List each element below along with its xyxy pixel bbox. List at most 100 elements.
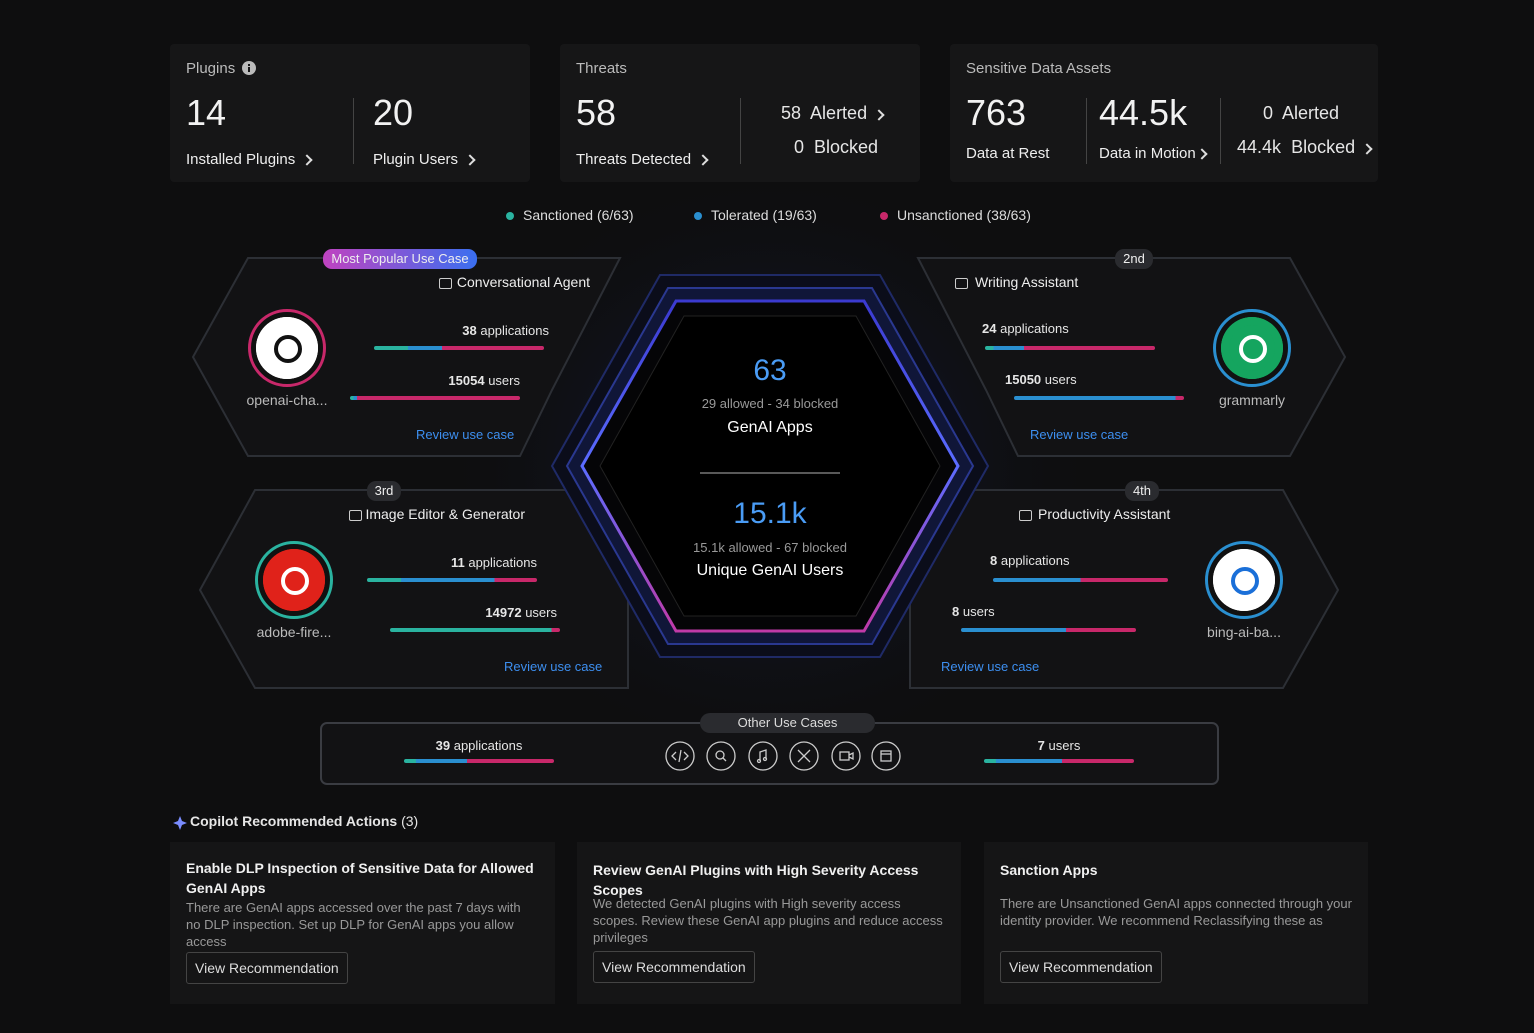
count-unit: applications <box>1000 553 1070 568</box>
card-title: Review GenAI Plugins with High Severity … <box>593 862 919 898</box>
stat-label: Installed Plugins <box>186 151 296 168</box>
stat-value: 58 <box>576 92 617 133</box>
stat-value: 44.5k <box>1099 92 1188 133</box>
count-label: 7 users <box>984 738 1134 753</box>
review-link[interactable]: Review use case <box>1030 427 1129 442</box>
card-title: Sanction Apps <box>1000 862 1098 878</box>
copilot-heading: Copilot Recommended Actions (3) <box>190 813 418 829</box>
chevron <box>697 154 709 166</box>
stat-label: Plugin Users <box>373 151 459 168</box>
info-icon[interactable] <box>241 60 257 76</box>
stat-value: 14 <box>186 92 227 133</box>
center-detail: 29 allowed - 34 blocked <box>701 396 839 411</box>
center-label: Unique GenAI Users <box>696 562 844 579</box>
use-case-title: Image Editor & Generator <box>365 506 525 522</box>
app-logo-mark <box>1239 335 1267 363</box>
count-unit: applications <box>1000 321 1069 336</box>
review-link[interactable]: Review use case <box>941 659 1040 674</box>
panel-title: Plugins <box>186 60 236 77</box>
count: 8 <box>990 553 998 568</box>
use-case-icon <box>349 510 362 521</box>
use-case-icon <box>955 278 968 289</box>
bar <box>984 759 1134 763</box>
view-button[interactable]: View Recommendation <box>1000 951 1162 983</box>
stat-label: Data in Motion <box>1099 145 1196 162</box>
count: 38 <box>462 323 477 338</box>
other-title: Other Use Cases <box>700 713 875 733</box>
view-button[interactable]: View Recommendation <box>186 952 348 984</box>
count-unit: users <box>962 604 995 619</box>
panel-title: Sensitive Data Assets <box>966 60 1112 77</box>
bar <box>404 759 554 763</box>
stat-value: 763 <box>966 92 1027 133</box>
stat-link[interactable]: Threats Detected <box>576 151 709 168</box>
plugins-panel <box>170 44 530 182</box>
panel-title: Threats <box>576 60 627 77</box>
app-name: grammarly <box>1218 392 1286 408</box>
count-unit: applications <box>468 555 537 570</box>
use-case-title: Writing Assistant <box>975 274 1079 290</box>
bar <box>390 628 560 632</box>
bar <box>374 346 544 350</box>
bar <box>993 578 1168 582</box>
card-body: There are GenAI apps accessed over the p… <box>186 900 521 949</box>
stat-link[interactable]: Plugin Users <box>373 151 476 168</box>
badge-label: 3rd <box>366 481 402 501</box>
rank-badge: 3rd <box>284 481 484 501</box>
legend-item: Unsanctioned (38/63) <box>880 207 1031 223</box>
copilot-title: Copilot Recommended Actions <box>190 813 398 829</box>
app-name: adobe-fire... <box>256 624 332 640</box>
stat-link[interactable]: 44.4k Blocked <box>1237 137 1373 158</box>
count-label: 38 applications <box>462 323 549 338</box>
bar <box>961 628 1136 632</box>
use-case-icon <box>1019 510 1032 521</box>
legend-label: Sanctioned (6/63) <box>523 207 634 223</box>
count-label: 24 applications <box>982 321 1069 336</box>
count-unit: users <box>1048 738 1081 753</box>
separator <box>353 98 354 164</box>
bar <box>985 346 1155 350</box>
review-link[interactable]: Review use case <box>504 659 603 674</box>
count-label: 15054 users <box>448 373 520 388</box>
count-label: 11 applications <box>451 555 537 570</box>
stat-value: 44.4k <box>1237 137 1282 157</box>
stat-link[interactable]: Installed Plugins <box>186 151 313 168</box>
center-detail: 15.1k allowed - 67 blocked <box>693 540 847 555</box>
badge-label: 4th <box>1124 481 1160 501</box>
count: 15054 <box>448 373 485 388</box>
stat-link[interactable]: Data in Motion <box>1099 145 1208 162</box>
bar <box>350 396 520 400</box>
other-icons <box>665 741 901 771</box>
stat-value: 20 <box>373 92 414 133</box>
separator <box>1086 98 1087 164</box>
count: 8 <box>952 604 960 619</box>
rank-badge: Most Popular Use Case <box>300 249 500 269</box>
sensitive-panel <box>950 44 1378 182</box>
bar <box>1014 396 1184 400</box>
use-case-icon <box>439 278 452 289</box>
count: 11 <box>450 555 465 570</box>
use-case-title: Productivity Assistant <box>1038 506 1171 522</box>
rank-badge: 2nd <box>1034 249 1234 269</box>
view-button[interactable]: View Recommendation <box>593 951 755 983</box>
count-unit: applications <box>453 738 523 753</box>
count-label: 39 applications <box>404 738 554 753</box>
legend-item: Tolerated (19/63) <box>694 207 817 223</box>
stat-label: Blocked <box>814 137 879 157</box>
app-logo-mark <box>281 567 309 595</box>
chevron <box>301 154 313 166</box>
chevron <box>464 154 476 166</box>
count-unit: users <box>1044 372 1077 387</box>
count-unit: users <box>488 373 520 388</box>
count: 15050 <box>1005 372 1042 387</box>
count-label: 14972 users <box>485 605 557 620</box>
legend-label: Tolerated (19/63) <box>711 207 817 223</box>
center-label: GenAI Apps <box>727 419 813 436</box>
stat-value: 0 <box>1263 103 1274 123</box>
chevron <box>873 109 885 121</box>
sparkle-icon <box>173 816 187 830</box>
review-link[interactable]: Review use case <box>416 427 515 442</box>
stat-link[interactable]: 58 Alerted <box>781 103 885 124</box>
